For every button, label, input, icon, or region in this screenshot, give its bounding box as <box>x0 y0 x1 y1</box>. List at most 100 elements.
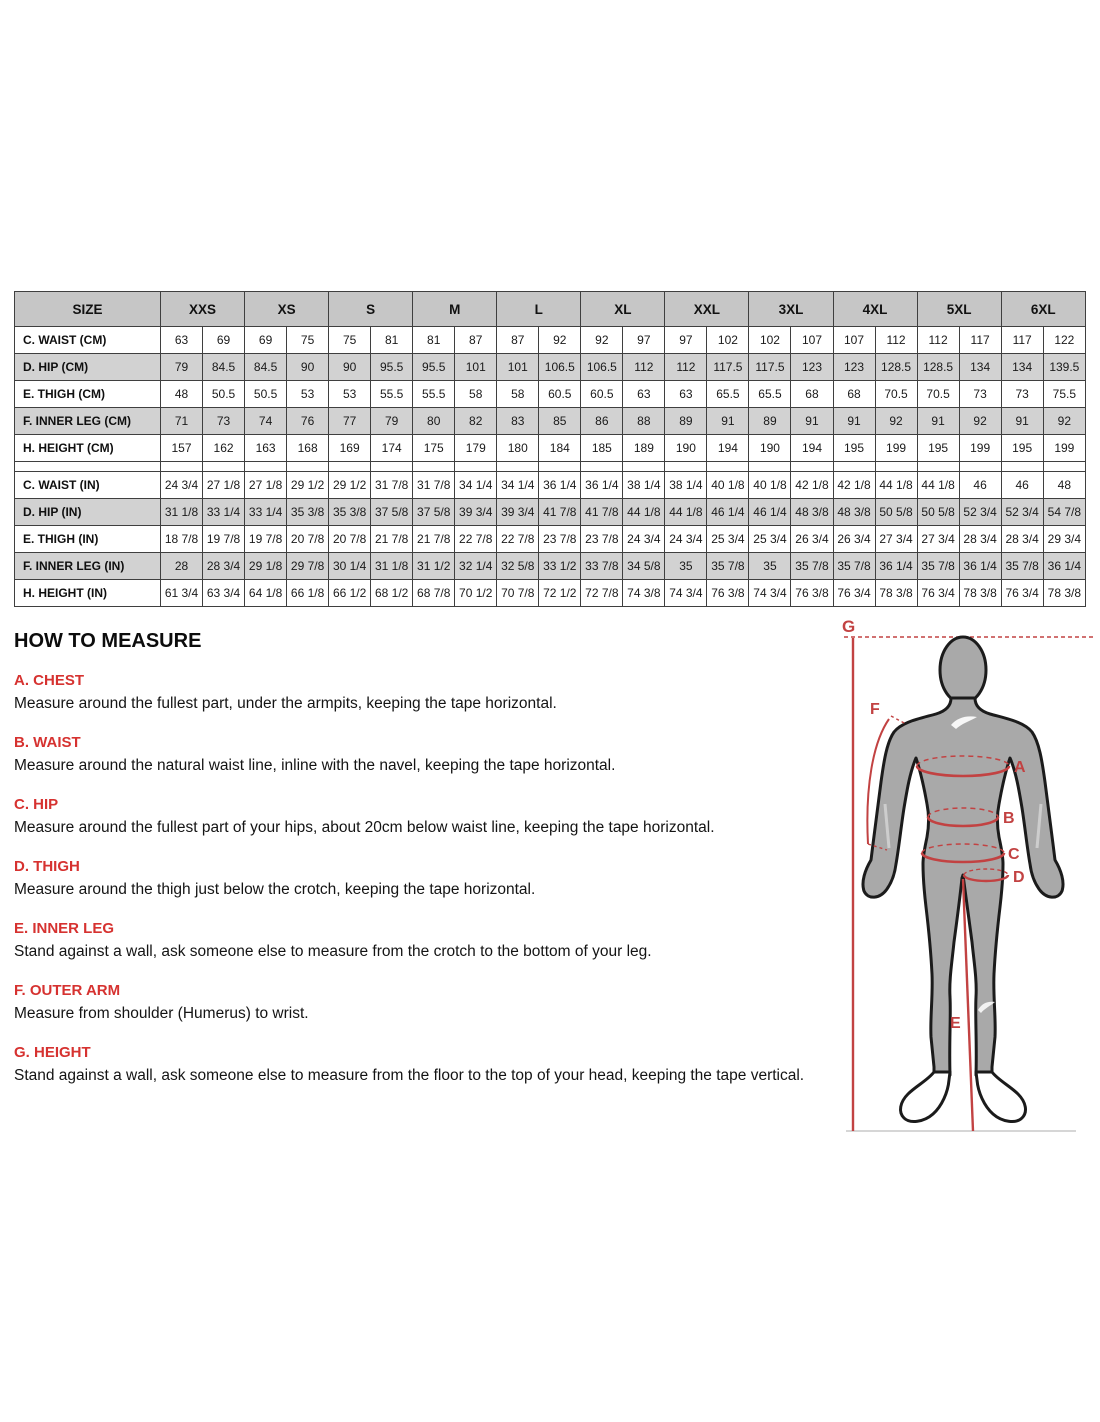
spacer-cell <box>1000 461 1044 472</box>
size-value-cell: 42 1/8 <box>832 471 876 499</box>
size-column-header-6xl: 6XL <box>1000 291 1087 327</box>
outer-arm-measure-line <box>866 718 890 845</box>
size-value-cell: 46 <box>1000 471 1044 499</box>
size-value-cell: 91 <box>706 407 750 435</box>
figure-label-waist: B <box>1003 810 1015 827</box>
size-value-cell: 41 7/8 <box>580 498 624 526</box>
spacer-cell <box>286 461 330 472</box>
size-value-cell: 174 <box>370 434 414 462</box>
size-value-cell: 46 1/4 <box>706 498 750 526</box>
measure-text-d-thigh: Measure around the thigh just below the … <box>14 881 536 898</box>
size-value-cell: 36 1/4 <box>1042 552 1087 580</box>
size-value-cell: 117.5 <box>748 353 792 381</box>
size-value-cell: 112 <box>664 353 708 381</box>
size-value-cell: 34 1/4 <box>496 471 540 499</box>
spacer-cell <box>370 461 414 472</box>
size-value-cell: 199 <box>1042 434 1087 462</box>
spacer-cell <box>664 461 708 472</box>
size-value-cell: 134 <box>1000 353 1044 381</box>
size-value-cell: 52 3/4 <box>958 498 1002 526</box>
table-spacer-row <box>14 461 1087 472</box>
size-value-cell: 73 <box>958 380 1002 408</box>
size-value-cell: 29 1/2 <box>328 471 372 499</box>
spacer-cell <box>874 461 918 472</box>
size-table-row-cm-4: H. HEIGHT (CM) 157 162 163 168 169 174 175 179 18… <box>14 434 1087 462</box>
size-value-cell: 82 <box>454 407 498 435</box>
size-column-header-m: M <box>412 291 498 327</box>
right-forearm-logo <box>1035 803 1043 849</box>
size-column-header-4xl: 4XL <box>832 291 918 327</box>
size-value-cell: 68 7/8 <box>412 579 456 607</box>
size-value-cell: 23 7/8 <box>538 525 582 553</box>
size-column-header-s: S <box>328 291 414 327</box>
row-label: H. HEIGHT (CM) <box>14 434 161 462</box>
size-value-cell: 73 <box>202 407 246 435</box>
size-value-cell: 74 3/8 <box>622 579 666 607</box>
size-value-cell: 92 <box>1042 407 1087 435</box>
size-value-cell: 102 <box>706 326 750 354</box>
size-value-cell: 63 3/4 <box>202 579 246 607</box>
row-label: C. WAIST (IN) <box>14 471 161 499</box>
measure-section-d-thigh: D. THIGH Measure around the thigh just be… <box>14 858 836 900</box>
figure-right-foot <box>974 1070 1027 1123</box>
size-value-cell: 112 <box>874 326 918 354</box>
spacer-cell <box>412 461 456 472</box>
figure-left-foot <box>899 1070 952 1123</box>
size-value-cell: 74 3/4 <box>664 579 708 607</box>
size-value-cell: 190 <box>748 434 792 462</box>
measure-heading-d-thigh: D. THIGH <box>14 858 80 875</box>
size-value-cell: 42 1/8 <box>790 471 834 499</box>
size-value-cell: 134 <box>958 353 1002 381</box>
size-value-cell: 69 <box>202 326 246 354</box>
row-label: F. INNER LEG (CM) <box>14 407 161 435</box>
size-value-cell: 37 5/8 <box>370 498 414 526</box>
size-value-cell: 35 <box>664 552 708 580</box>
size-value-cell: 35 <box>748 552 792 580</box>
size-table-row-cm-2: E. THIGH (CM) 48 50.5 50.5 53 53 55.5 55.5 58 58 6… <box>14 380 1087 408</box>
size-value-cell: 79 <box>370 407 414 435</box>
size-value-cell: 80 <box>412 407 456 435</box>
size-value-cell: 91 <box>1000 407 1044 435</box>
size-value-cell: 24 3/4 <box>664 525 708 553</box>
size-value-cell: 33 1/4 <box>202 498 246 526</box>
size-value-cell: 95.5 <box>412 353 456 381</box>
size-value-cell: 128.5 <box>874 353 918 381</box>
size-value-cell: 74 3/4 <box>748 579 792 607</box>
size-value-cell: 194 <box>706 434 750 462</box>
size-value-cell: 26 3/4 <box>790 525 834 553</box>
size-value-cell: 117 <box>958 326 1002 354</box>
measure-text-a-chest: Measure around the fullest part, under t… <box>14 695 557 712</box>
size-value-cell: 199 <box>874 434 918 462</box>
measure-section-c-hip: C. HIP Measure around the fullest part of… <box>14 796 836 838</box>
size-value-cell: 180 <box>496 434 540 462</box>
size-value-cell: 31 7/8 <box>370 471 414 499</box>
waist-measure-dashed <box>927 807 999 818</box>
size-value-cell: 22 7/8 <box>496 525 540 553</box>
size-value-cell: 107 <box>832 326 876 354</box>
size-value-cell: 76 3/8 <box>706 579 750 607</box>
measure-heading-e-inner-leg: E. INNER LEG <box>14 920 115 937</box>
spacer-cell <box>958 461 1002 472</box>
size-value-cell: 35 7/8 <box>832 552 876 580</box>
row-label: D. HIP (IN) <box>14 498 161 526</box>
size-value-cell: 31 1/8 <box>370 552 414 580</box>
size-value-cell: 91 <box>790 407 834 435</box>
size-value-cell: 195 <box>832 434 876 462</box>
measure-section-a-chest: A. CHEST Measure around the fullest part,… <box>14 672 836 714</box>
size-value-cell: 70.5 <box>916 380 960 408</box>
measure-text-g-height: Stand against a wall, ask someone else t… <box>14 1067 805 1084</box>
size-value-cell: 81 <box>370 326 414 354</box>
size-value-cell: 60.5 <box>580 380 624 408</box>
size-value-cell: 76 <box>286 407 330 435</box>
measurement-figure: G F A B C D E <box>842 617 1094 1132</box>
size-column-header-3xl: 3XL <box>748 291 834 327</box>
size-value-cell: 26 3/4 <box>832 525 876 553</box>
size-value-cell: 70 1/2 <box>454 579 498 607</box>
size-column-header-5xl: 5XL <box>916 291 1002 327</box>
spacer-cell <box>916 461 960 472</box>
size-value-cell: 83 <box>496 407 540 435</box>
size-value-cell: 78 3/8 <box>958 579 1002 607</box>
size-value-cell: 20 7/8 <box>286 525 330 553</box>
size-value-cell: 91 <box>916 407 960 435</box>
spacer-cell <box>748 461 792 472</box>
